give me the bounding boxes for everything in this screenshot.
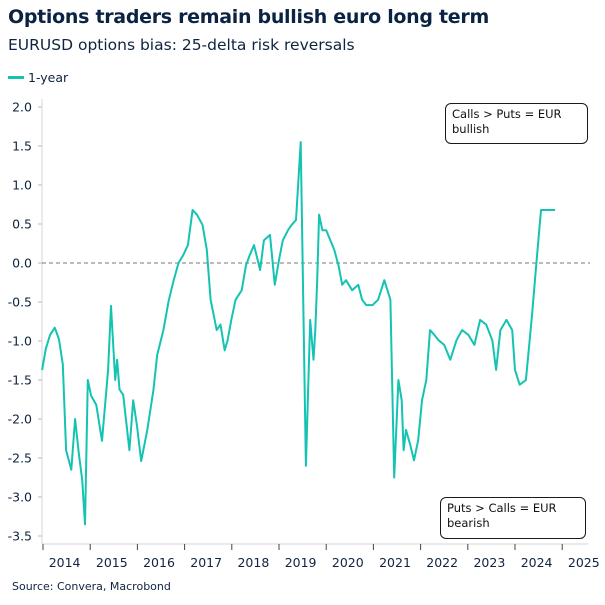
y-tick-label: -0.5 bbox=[8, 295, 32, 310]
x-tick-label: 2021 bbox=[379, 555, 411, 570]
x-tick-label: 2018 bbox=[237, 555, 269, 570]
x-tick-label: 2025 bbox=[568, 555, 600, 570]
y-tick-label: -2.0 bbox=[8, 412, 32, 427]
chart-title: Options traders remain bullish euro long… bbox=[8, 6, 489, 28]
y-tick-label: 1.5 bbox=[12, 139, 32, 154]
y-tick-label: 0.5 bbox=[12, 217, 32, 232]
x-tick-label: 2017 bbox=[190, 555, 222, 570]
x-tick-label: 2024 bbox=[521, 555, 553, 570]
legend-swatch-1-year bbox=[8, 76, 24, 79]
y-tick-label: -1.0 bbox=[8, 334, 32, 349]
y-tick-label: 1.0 bbox=[12, 178, 32, 193]
annotation-bullish: Calls > Puts = EUR bullish bbox=[445, 103, 588, 144]
x-tick-label: 2015 bbox=[96, 555, 128, 570]
chart-subtitle: EURUSD options bias: 25-delta risk rever… bbox=[8, 36, 355, 54]
y-tick-label: 2.0 bbox=[12, 100, 32, 115]
x-axis-ticks: 2014 2015 2016 2017 2018 2019 2020 2021 2022 2023… bbox=[42, 544, 600, 570]
y-tick-label: -3.5 bbox=[8, 529, 32, 544]
x-tick-label: 2019 bbox=[285, 555, 317, 570]
source-note: Source: Convera, Macrobond bbox=[12, 580, 171, 593]
legend: 1-year bbox=[8, 70, 68, 85]
y-axis-ticks: 2.0 1.5 1.0 0.5 0.0 -0.5 -1.0 -1.5 -2.0 -2.5 -3.0 -… bbox=[8, 100, 42, 544]
x-tick-label: 2020 bbox=[332, 555, 364, 570]
series-line-1-year bbox=[41, 141, 556, 526]
x-tick-label: 2023 bbox=[473, 555, 505, 570]
x-tick-label: 2014 bbox=[49, 555, 81, 570]
x-tick-label: 2022 bbox=[426, 555, 458, 570]
y-tick-label: -1.5 bbox=[8, 373, 32, 388]
y-tick-label: 0.0 bbox=[12, 256, 32, 271]
y-tick-label: -3.0 bbox=[8, 490, 32, 505]
legend-label-1-year: 1-year bbox=[28, 70, 69, 85]
y-tick-label: -2.5 bbox=[8, 451, 32, 466]
x-tick-label: 2016 bbox=[143, 555, 175, 570]
annotation-bearish: Puts > Calls = EUR bearish bbox=[440, 497, 586, 539]
